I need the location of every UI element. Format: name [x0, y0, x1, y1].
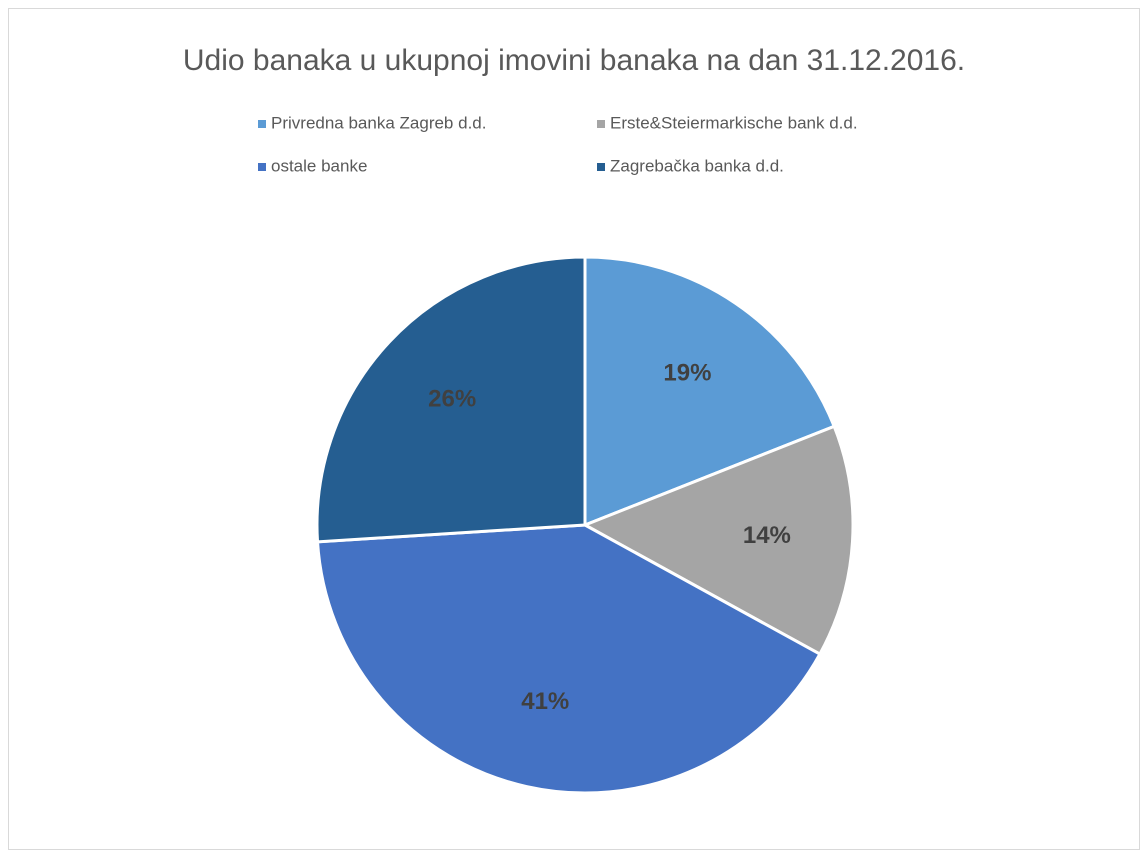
pie-slice	[315, 523, 822, 795]
pie-slice	[581, 424, 855, 657]
legend-label: Privredna banka Zagreb d.d.	[271, 113, 486, 132]
legend-swatch	[258, 163, 266, 171]
chart-title: Udio banaka u ukupnoj imovini banaka na …	[183, 44, 965, 77]
legend-label: Zagrebačka banka d.d.	[610, 156, 784, 175]
data-label: 26%	[428, 386, 476, 413]
legend-swatch	[258, 120, 266, 128]
legend-label: Erste&Steiermarkische bank d.d.	[610, 113, 858, 132]
legend-label: ostale banke	[271, 156, 367, 175]
pie-slice	[583, 255, 837, 528]
legend-swatch	[597, 163, 605, 171]
legend-swatch	[597, 120, 605, 128]
data-label: 19%	[663, 360, 711, 387]
data-label: 41%	[521, 688, 569, 715]
pie-slice	[315, 255, 587, 544]
data-label: 14%	[743, 522, 791, 549]
